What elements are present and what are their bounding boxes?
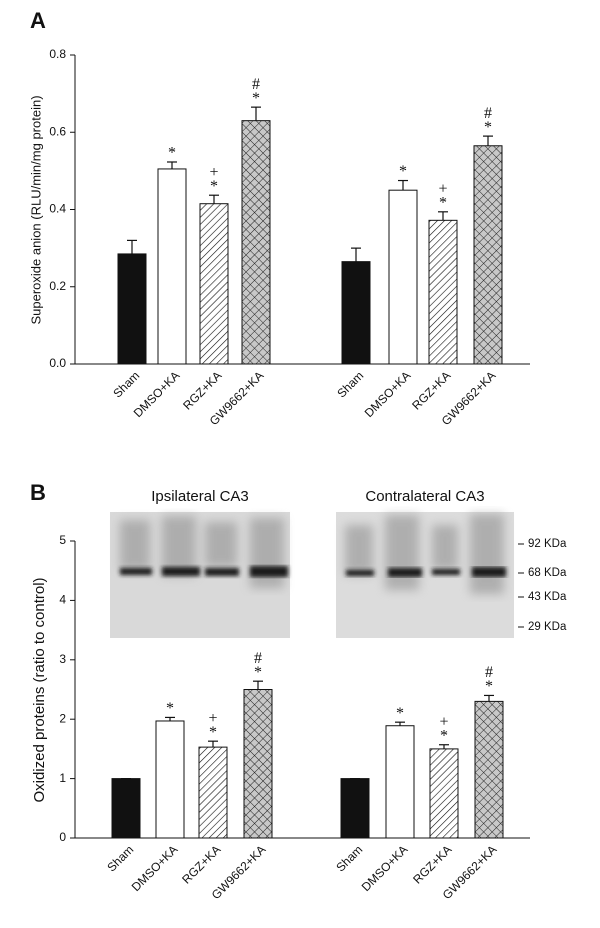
significance-mark: * (439, 194, 447, 211)
significance-mark: + (208, 710, 217, 727)
y-tick-label: 0.8 (49, 47, 66, 61)
blot-left (110, 512, 290, 638)
y-tick-label: 0.4 (49, 202, 66, 216)
x-tick-label: Sham (334, 368, 366, 400)
x-tick-label: Sham (104, 842, 136, 874)
bar (385, 725, 415, 839)
x-tick-label: RGZ+KA (409, 368, 453, 412)
y-tick-label: 5 (59, 533, 66, 547)
significance-mark: * (484, 119, 492, 136)
y-tick-label: 3 (59, 652, 66, 666)
significance-mark: * (440, 727, 448, 744)
significance-mark: + (438, 180, 447, 197)
bar (388, 189, 418, 365)
significance-mark: + (209, 164, 218, 181)
x-tick-label: RGZ+KA (410, 842, 454, 886)
x-tick-label: DMSO+KA (362, 368, 414, 420)
mw-marker: 92 KDa (528, 538, 567, 550)
bar (429, 748, 459, 839)
significance-mark: # (485, 664, 493, 681)
x-tick-label: Sham (333, 842, 365, 874)
y-tick-label: 0 (59, 830, 66, 844)
mw-marker: 29 KDa (528, 621, 567, 633)
significance-mark: * (168, 145, 176, 162)
significance-mark: * (254, 664, 262, 681)
bar (111, 778, 141, 839)
y-axis-label: Superoxide anion (RLU/min/mg protein) (28, 95, 43, 324)
bar (341, 261, 371, 365)
blot-title: Contralateral CA3 (365, 488, 484, 505)
bar (199, 203, 229, 365)
panel-label: B (30, 480, 46, 505)
significance-mark: * (166, 700, 174, 717)
x-tick-label: RGZ+KA (179, 842, 223, 886)
y-axis-label: Oxidized proteins (ratio to control) (31, 577, 48, 802)
bar (243, 689, 273, 839)
significance-mark: * (396, 705, 404, 722)
bar (155, 720, 185, 839)
x-tick-label: DMSO+KA (359, 842, 411, 894)
significance-mark: # (252, 76, 260, 93)
y-tick-label: 4 (59, 593, 66, 607)
x-tick-label: DMSO+KA (129, 842, 181, 894)
bar (340, 778, 370, 839)
bar (473, 145, 503, 365)
bar (474, 700, 504, 839)
significance-mark: * (252, 90, 260, 107)
y-tick-label: 0.6 (49, 124, 66, 138)
significance-mark: # (254, 650, 262, 667)
y-tick-label: 1 (59, 771, 66, 785)
blot-right (336, 512, 514, 638)
y-tick-label: 2 (59, 711, 66, 725)
significance-mark: * (399, 163, 407, 180)
x-tick-label: Sham (110, 368, 142, 400)
bar (117, 253, 147, 365)
y-tick-label: 0.0 (49, 356, 66, 370)
blot-title: Ipsilateral CA3 (151, 488, 249, 505)
bar (157, 168, 187, 365)
panel-label: A (30, 8, 46, 33)
significance-mark: * (485, 678, 493, 695)
bar (198, 746, 228, 839)
bar (428, 219, 458, 365)
significance-mark: * (209, 724, 217, 741)
bar (241, 120, 271, 365)
significance-mark: * (210, 178, 218, 195)
mw-marker: 68 KDa (528, 567, 567, 579)
mw-marker: 43 KDa (528, 591, 567, 603)
y-tick-label: 0.2 (49, 279, 66, 293)
significance-mark: # (484, 105, 492, 122)
significance-mark: + (439, 713, 448, 730)
